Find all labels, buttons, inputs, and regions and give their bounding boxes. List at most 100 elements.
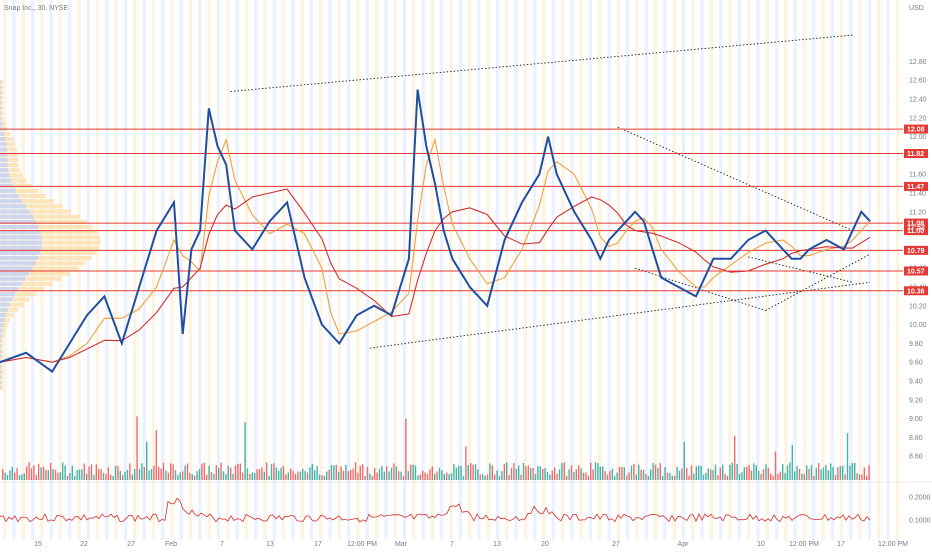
volume-bar bbox=[708, 468, 709, 480]
volume-bar bbox=[832, 467, 833, 480]
volume-bar bbox=[91, 464, 92, 480]
volume-bar bbox=[139, 469, 140, 480]
volume-bar bbox=[571, 465, 572, 480]
volume-bar bbox=[643, 470, 644, 480]
volume-bar bbox=[770, 473, 771, 480]
time-tick-label: 13 bbox=[266, 541, 274, 548]
volume-bar bbox=[772, 476, 773, 480]
volume-bar bbox=[252, 473, 253, 480]
time-tick-label: Feb bbox=[165, 541, 177, 548]
volume-bar bbox=[26, 467, 27, 480]
volume-bar bbox=[720, 468, 721, 480]
volume-profile-bar bbox=[0, 147, 7, 151]
volume-bar bbox=[240, 464, 241, 480]
volume-bar bbox=[206, 475, 207, 480]
session-band bbox=[263, 0, 266, 540]
volume-bar bbox=[612, 469, 613, 480]
volume-bar bbox=[43, 467, 44, 480]
volume-bar bbox=[458, 466, 459, 480]
volume-bar bbox=[554, 467, 555, 480]
volume-bar bbox=[813, 476, 814, 480]
volume-bar bbox=[760, 474, 761, 480]
price-axis[interactable]: 12.8012.6012.4012.2012.0011.8011.6011.40… bbox=[904, 59, 928, 461]
volume-bar bbox=[16, 468, 17, 480]
volume-bar bbox=[595, 462, 596, 480]
price-level-badge-label: 10.79 bbox=[907, 248, 925, 255]
volume-bar bbox=[691, 465, 692, 480]
volume-bar bbox=[736, 464, 737, 480]
trendline bbox=[618, 127, 853, 230]
volume-profile-bar bbox=[0, 91, 1, 95]
currency-label: USD bbox=[909, 5, 924, 12]
session-band bbox=[859, 0, 862, 540]
volume-bar bbox=[103, 473, 104, 480]
volume-bar bbox=[439, 468, 440, 480]
volume-bar bbox=[580, 468, 581, 480]
volume-bar bbox=[657, 468, 658, 480]
session-band bbox=[831, 0, 834, 540]
volume-bar bbox=[830, 464, 831, 480]
session-band bbox=[580, 0, 583, 540]
volume-bar bbox=[600, 467, 601, 480]
volume-bar bbox=[436, 471, 437, 480]
session-band bbox=[663, 0, 666, 540]
volume-profile-bar bbox=[0, 111, 1, 115]
volume-bar bbox=[616, 473, 617, 480]
time-tick-label: 17 bbox=[314, 541, 322, 548]
volume-profile-bar bbox=[0, 318, 4, 322]
volume-bar bbox=[420, 474, 421, 480]
session-band bbox=[654, 0, 657, 540]
volume-bar bbox=[842, 466, 843, 480]
volume-bar bbox=[158, 467, 159, 480]
volume-profile-bar bbox=[0, 313, 6, 317]
volume-profile-bar bbox=[0, 189, 16, 193]
time-tick-label: 22 bbox=[80, 541, 88, 548]
volume-profile-bar bbox=[0, 256, 38, 260]
volume-profile-bar bbox=[0, 277, 25, 281]
volume-bar bbox=[499, 476, 500, 480]
oscillator-tick-label: 0.1000 bbox=[909, 518, 931, 525]
volume-bar bbox=[530, 468, 531, 480]
volume-bar bbox=[172, 464, 173, 480]
volume-bar bbox=[588, 476, 589, 480]
volume-bar bbox=[662, 476, 663, 480]
volume-bar bbox=[561, 463, 562, 480]
session-band bbox=[282, 0, 285, 540]
session-band bbox=[310, 0, 313, 540]
volume-bar bbox=[820, 469, 821, 480]
symbol-label: Snap Inc., 30, NYSE bbox=[4, 5, 69, 12]
session-band bbox=[273, 0, 276, 540]
volume-bar bbox=[864, 467, 865, 480]
volume-bar bbox=[292, 471, 293, 480]
volume-profile-bar bbox=[0, 349, 1, 353]
volume-profile-bar bbox=[0, 370, 1, 374]
volume-bar bbox=[518, 465, 519, 480]
volume-bar bbox=[196, 471, 197, 480]
volume-bar bbox=[513, 463, 514, 480]
volume-bar bbox=[228, 466, 229, 480]
volume-bar bbox=[352, 469, 353, 480]
volume-bar bbox=[840, 466, 841, 480]
session-band bbox=[487, 0, 490, 540]
price-tick-label: 10.00 bbox=[909, 322, 927, 329]
volume-bar bbox=[753, 463, 754, 480]
volume-bar bbox=[696, 466, 697, 480]
volume-bar bbox=[506, 462, 507, 480]
volume-bar bbox=[105, 474, 106, 480]
volume-bar bbox=[76, 470, 77, 480]
volume-bar bbox=[636, 475, 637, 480]
volume-bar bbox=[741, 472, 742, 480]
volume-bar bbox=[271, 464, 272, 480]
volume-profile-bar bbox=[0, 106, 1, 110]
price-tick-label: 8.60 bbox=[909, 454, 923, 461]
volume-bar bbox=[81, 469, 82, 480]
volume-bar bbox=[225, 474, 226, 480]
volume-bar bbox=[218, 468, 219, 480]
session-band bbox=[254, 0, 257, 540]
volume-bar bbox=[156, 430, 157, 480]
volume-bar bbox=[304, 471, 305, 480]
volume-profile-bar bbox=[0, 261, 36, 265]
